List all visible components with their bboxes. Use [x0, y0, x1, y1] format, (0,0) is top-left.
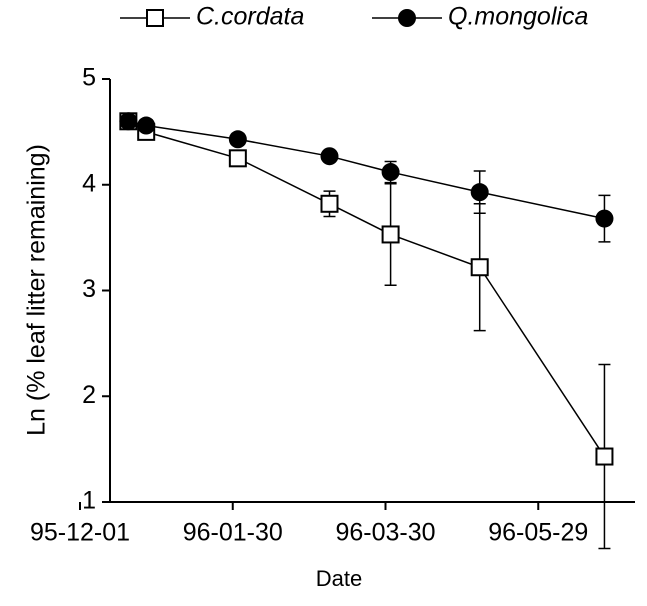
legend-marker [398, 9, 416, 27]
x-tick-label: 96-01-30 [183, 519, 283, 547]
marker [470, 258, 489, 277]
x-axis-label: Date [316, 566, 362, 591]
y-tick-label: 5 [82, 64, 96, 92]
legend-label: C.cordata [196, 3, 304, 31]
x-tick-label: 96-03-30 [335, 519, 435, 547]
marker [381, 163, 400, 182]
marker [228, 130, 247, 149]
marker [470, 183, 489, 202]
marker [137, 116, 156, 135]
y-tick-label: 1 [82, 487, 96, 515]
marker [595, 447, 614, 466]
y-tick-label: 2 [82, 381, 96, 409]
legend-label: Q.mongolica [448, 3, 588, 31]
marker [320, 147, 339, 166]
marker [320, 194, 339, 213]
y-axis-label: Ln (% leaf litter remaining) [23, 144, 51, 436]
marker [228, 149, 247, 168]
x-tick-label: 96-05-29 [488, 519, 588, 547]
y-tick-label: 3 [82, 275, 96, 303]
marker [595, 209, 614, 228]
series-line [128, 120, 605, 220]
y-tick-label: 4 [82, 169, 96, 197]
legend-marker [146, 9, 164, 27]
x-tick-label: 95-12-01 [30, 519, 130, 547]
series-line [127, 120, 606, 457]
marker [381, 225, 400, 244]
marker [119, 112, 138, 131]
